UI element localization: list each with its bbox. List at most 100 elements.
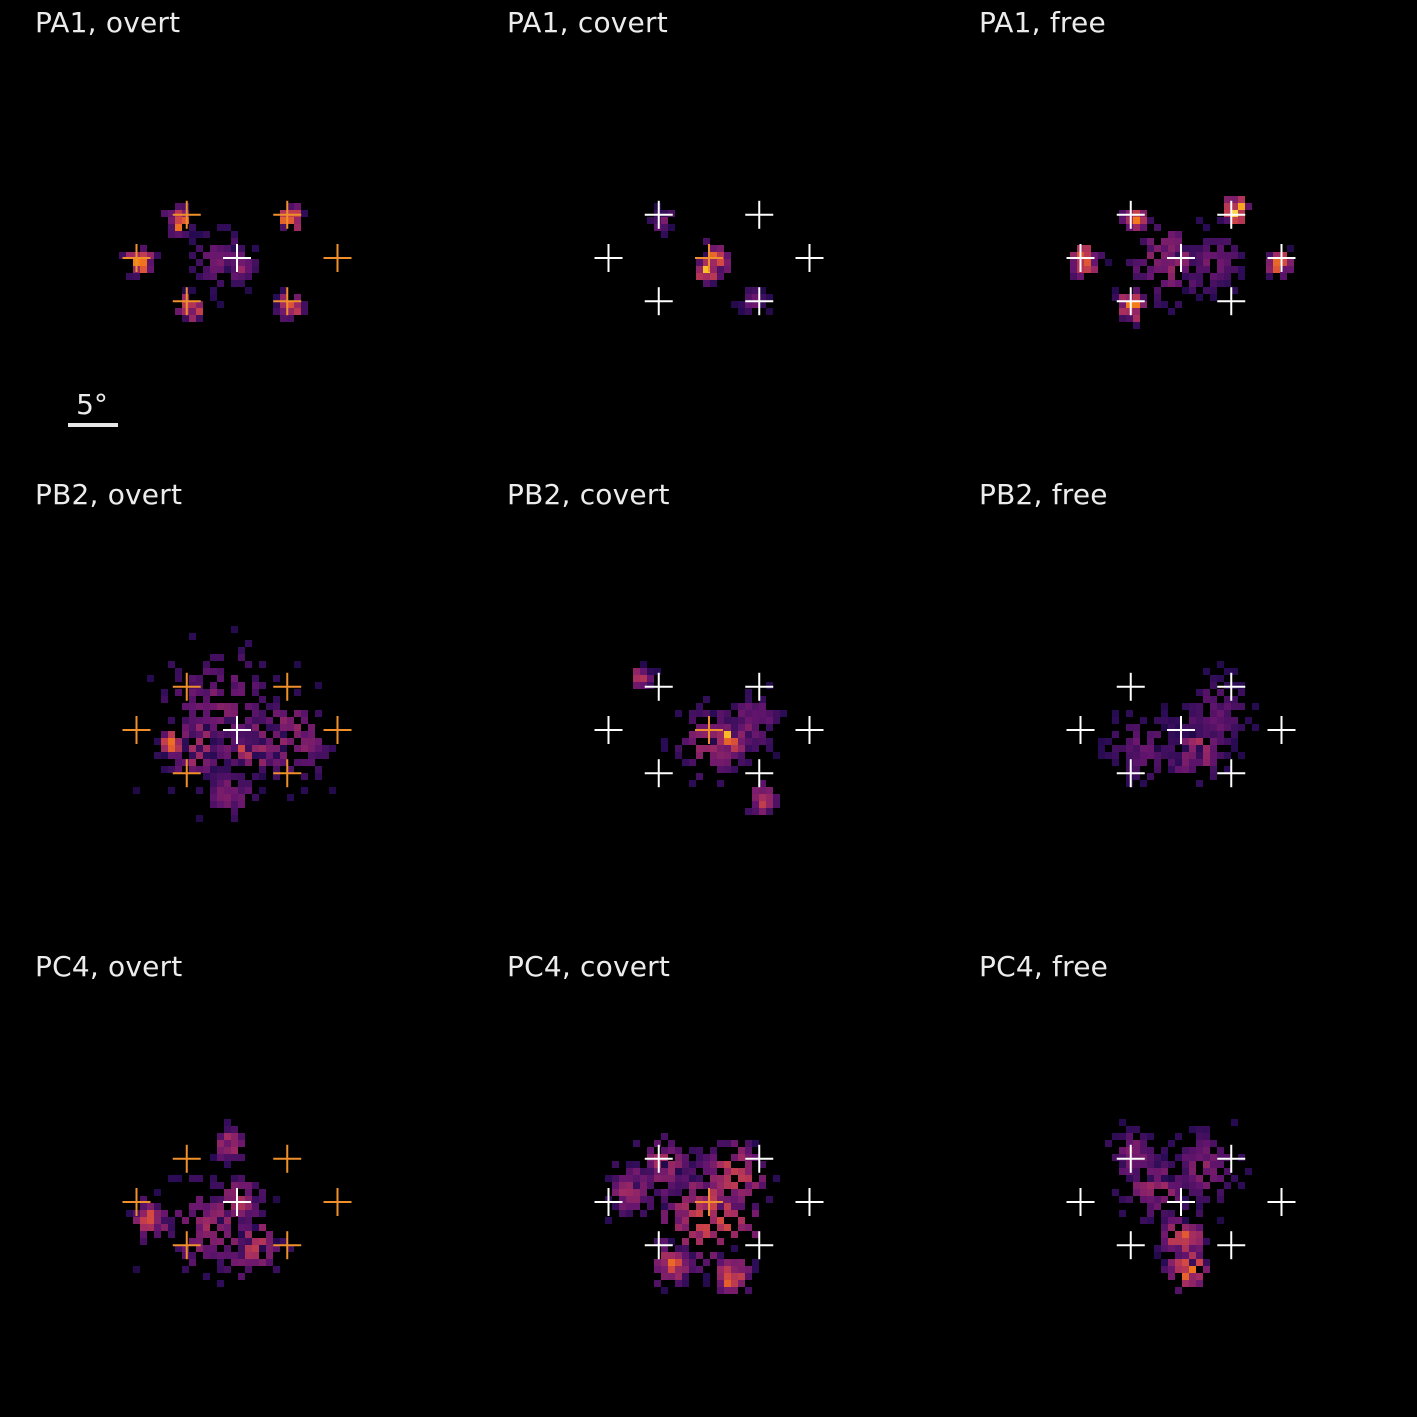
density-cell [189,759,196,766]
density-cell [252,1252,259,1259]
density-cell [224,745,231,752]
heatmap-pc4-free [1066,1119,1296,1294]
density-cell [175,766,182,773]
density-cell [731,731,738,738]
density-cell [1168,1259,1175,1266]
target-cross [1116,1144,1145,1173]
density-cell [1070,273,1077,280]
density-cell [175,308,182,315]
density-cell [280,224,287,231]
density-cell [661,224,668,231]
density-cell [231,787,238,794]
density-cell [612,1203,619,1210]
density-cell [689,1182,696,1189]
density-cell [1238,203,1245,210]
density-cell [273,301,280,308]
density-cell [1175,1238,1182,1245]
density-cell [231,238,238,245]
density-cell [703,259,710,266]
density-cell [1196,1252,1203,1259]
target-cross [273,200,302,229]
density-cell [259,717,266,724]
density-cell [1126,710,1133,717]
density-cell [696,1266,703,1273]
density-cell [675,1217,682,1224]
density-cell [1161,259,1168,266]
density-cell [294,210,301,217]
density-cell [1147,1203,1154,1210]
density-cell [1238,210,1245,217]
density-cell [717,738,724,745]
density-cell [773,794,780,801]
density-cell [1189,1154,1196,1161]
density-cell [196,259,203,266]
density-cell [231,1238,238,1245]
density-cell [252,724,259,731]
density-cell [745,1182,752,1189]
density-cell [1133,738,1140,745]
density-cell [252,1196,259,1203]
density-cell [1231,717,1238,724]
density-cell [745,759,752,766]
density-cell [175,231,182,238]
density-cell [682,1210,689,1217]
density-cell [1245,717,1252,724]
density-cell [696,1203,703,1210]
density-cell [661,1154,668,1161]
target-cross [323,1188,352,1216]
density-cell [140,259,147,266]
density-cell [126,273,133,280]
density-cell [1119,1147,1126,1154]
density-cell [1238,266,1245,273]
density-cell [1280,252,1287,259]
density-cell [1105,752,1112,759]
density-cell [717,1175,724,1182]
density-cell [315,682,322,689]
density-cell [168,217,175,224]
density-cell [252,1224,259,1231]
density-cell [717,273,724,280]
density-cell [703,724,710,731]
density-cell [1231,668,1238,675]
density-cell [1210,1140,1217,1147]
density-cell [1175,1231,1182,1238]
density-cell [210,1154,217,1161]
density-cell [203,710,210,717]
target-cross [122,244,151,272]
density-cell [1196,1203,1203,1210]
density-cell [238,1238,245,1245]
density-cell [322,745,329,752]
density-cell [182,703,189,710]
density-cell [231,1203,238,1210]
density-cell [1154,1154,1161,1161]
density-cell [1175,245,1182,252]
density-cell [1210,682,1217,689]
density-cell [238,731,245,738]
density-cell [724,1175,731,1182]
density-cell [661,1259,668,1266]
density-cell [1168,1217,1175,1224]
density-cell [1126,308,1133,315]
density-cell [224,794,231,801]
density-cell [189,1259,196,1266]
density-cell [1154,294,1161,301]
density-cell [238,1203,245,1210]
density-cell [1175,301,1182,308]
density-cell [766,1196,773,1203]
density-cell [1231,266,1238,273]
density-cell [1175,724,1182,731]
density-cell [273,724,280,731]
density-cell [668,1238,675,1245]
density-cell [724,1168,731,1175]
density-cell [231,759,238,766]
density-cell [182,210,189,217]
density-cell [703,1224,710,1231]
target-cross [122,716,151,744]
density-cell [245,703,252,710]
density-cell [1196,259,1203,266]
density-cell [252,773,259,780]
density-cell [231,808,238,815]
density-cell [717,731,724,738]
density-cell [689,738,696,745]
density-cell [1196,1133,1203,1140]
